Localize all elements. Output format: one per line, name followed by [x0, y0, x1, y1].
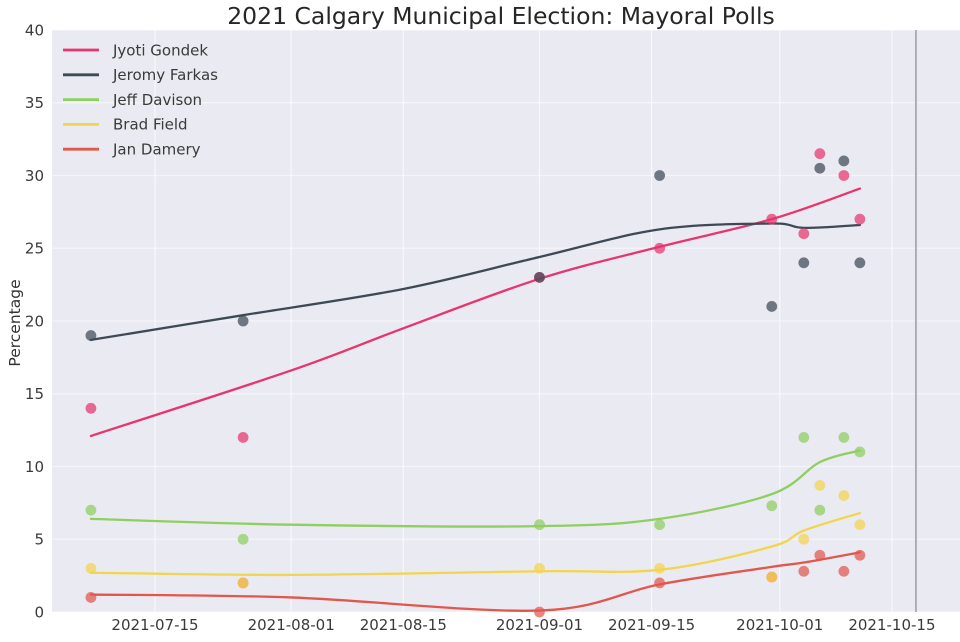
x-tick-label: 2021-07-15	[111, 616, 198, 634]
data-point-jyoti-gondek	[798, 228, 810, 240]
x-tick-label: 2021-09-01	[496, 616, 583, 634]
legend-label-brad-field: Brad Field	[113, 116, 188, 134]
trend-line-jan-damery	[89, 551, 862, 612]
y-tick-label: 5	[34, 531, 44, 549]
data-point-jeromy-farkas	[85, 330, 97, 341]
data-point-jeromy-farkas	[654, 170, 666, 181]
x-tick-label: 2021-09-15	[608, 616, 695, 634]
data-point-jeromy-farkas	[838, 155, 850, 167]
data-point-brad-field	[798, 533, 810, 545]
y-axis-ticks: 0 5 10 15 20 25 30 35 40	[25, 21, 44, 621]
data-point-jeff-davison	[838, 432, 850, 443]
trend-line-jeff-davison	[89, 449, 862, 528]
trend-line-jeromy-farkas	[89, 222, 862, 342]
chart-title: 2021 Calgary Municipal Election: Mayoral…	[227, 2, 775, 30]
data-point-jan-damery	[798, 565, 810, 577]
y-tick-label: 15	[25, 385, 44, 403]
data-point-jeff-davison	[766, 500, 778, 512]
data-point-jyoti-gondek	[85, 402, 97, 414]
data-point-jan-damery	[838, 565, 850, 577]
legend-label-jeff-davison: Jeff Davison	[112, 91, 202, 109]
legend-label-jan-damery: Jan Damery	[112, 141, 201, 159]
data-point-jeff-davison	[654, 519, 666, 531]
legend-label-jeromy-farkas: Jeromy Farkas	[112, 66, 218, 84]
data-point-jan-damery	[654, 577, 666, 589]
y-tick-label: 20	[25, 312, 44, 330]
trend-line-jyoti-gondek	[89, 187, 862, 438]
data-points	[85, 148, 866, 618]
x-tick-label: 2021-08-15	[360, 616, 447, 634]
data-point-jan-damery	[814, 549, 826, 561]
data-point-jyoti-gondek	[654, 242, 666, 254]
data-point-jeff-davison	[237, 533, 249, 545]
data-point-jeromy-farkas	[854, 257, 866, 269]
data-point-jyoti-gondek	[854, 213, 866, 225]
data-point-jyoti-gondek	[766, 213, 778, 225]
data-point-jan-damery	[534, 606, 545, 618]
data-point-brad-field	[654, 562, 666, 574]
data-point-brad-field	[854, 519, 866, 531]
y-tick-label: 10	[25, 458, 44, 476]
y-tick-label: 35	[25, 94, 44, 112]
x-tick-label: 2021-10-01	[736, 616, 823, 634]
data-point-brad-field	[766, 571, 778, 583]
y-axis-label: Percentage	[6, 279, 24, 366]
trend-line-brad-field	[89, 511, 862, 577]
data-point-jeromy-farkas	[798, 257, 810, 269]
x-tick-label: 2021-10-15	[848, 616, 935, 634]
data-point-jeromy-farkas	[237, 315, 249, 327]
legend-label-jyoti-gondek: Jyoti Gondek	[112, 41, 208, 59]
data-point-jeff-davison	[854, 446, 866, 458]
x-axis-ticks: 2021-07-15 2021-08-01 2021-08-15 2021-09-01…	[111, 616, 935, 634]
data-point-brad-field	[85, 562, 97, 574]
data-point-jyoti-gondek	[814, 148, 826, 160]
data-point-brad-field	[814, 480, 826, 491]
data-point-jeff-davison	[534, 519, 545, 531]
y-tick-label: 0	[34, 603, 44, 621]
y-tick-label: 25	[25, 240, 44, 258]
data-point-jeromy-farkas	[534, 271, 545, 283]
trend-lines	[89, 187, 862, 612]
x-tick-label: 2021-08-01	[248, 616, 335, 634]
y-tick-label: 40	[25, 21, 44, 39]
data-point-jeff-davison	[814, 504, 826, 516]
data-point-jyoti-gondek	[838, 170, 850, 181]
data-point-jan-damery	[854, 549, 866, 561]
data-point-jeromy-farkas	[814, 162, 826, 174]
data-point-brad-field	[838, 490, 850, 501]
data-point-jyoti-gondek	[237, 432, 249, 443]
data-point-brad-field	[237, 577, 249, 589]
data-point-jan-damery	[85, 592, 97, 603]
data-point-jeromy-farkas	[766, 301, 778, 312]
data-point-brad-field	[534, 562, 545, 574]
legend: Jyoti Gondek Jeromy Farkas Jeff Davison Bra…	[63, 41, 218, 159]
data-point-jeff-davison	[85, 504, 97, 516]
y-tick-label: 30	[25, 167, 44, 185]
gridlines	[52, 29, 960, 613]
data-point-jeff-davison	[798, 432, 810, 443]
